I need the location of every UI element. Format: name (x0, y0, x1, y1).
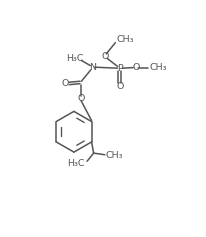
Text: CH₃: CH₃ (105, 151, 123, 160)
Text: CH₃: CH₃ (116, 35, 133, 44)
Text: N: N (88, 63, 95, 72)
Text: O: O (101, 52, 108, 61)
Text: CH₃: CH₃ (149, 63, 166, 72)
Text: O: O (131, 63, 139, 72)
Text: O: O (61, 79, 69, 88)
Text: O: O (116, 82, 123, 91)
Text: H₃C: H₃C (67, 159, 84, 168)
Text: P: P (116, 64, 122, 73)
Text: O: O (77, 94, 84, 103)
Text: H₃C: H₃C (66, 54, 84, 63)
